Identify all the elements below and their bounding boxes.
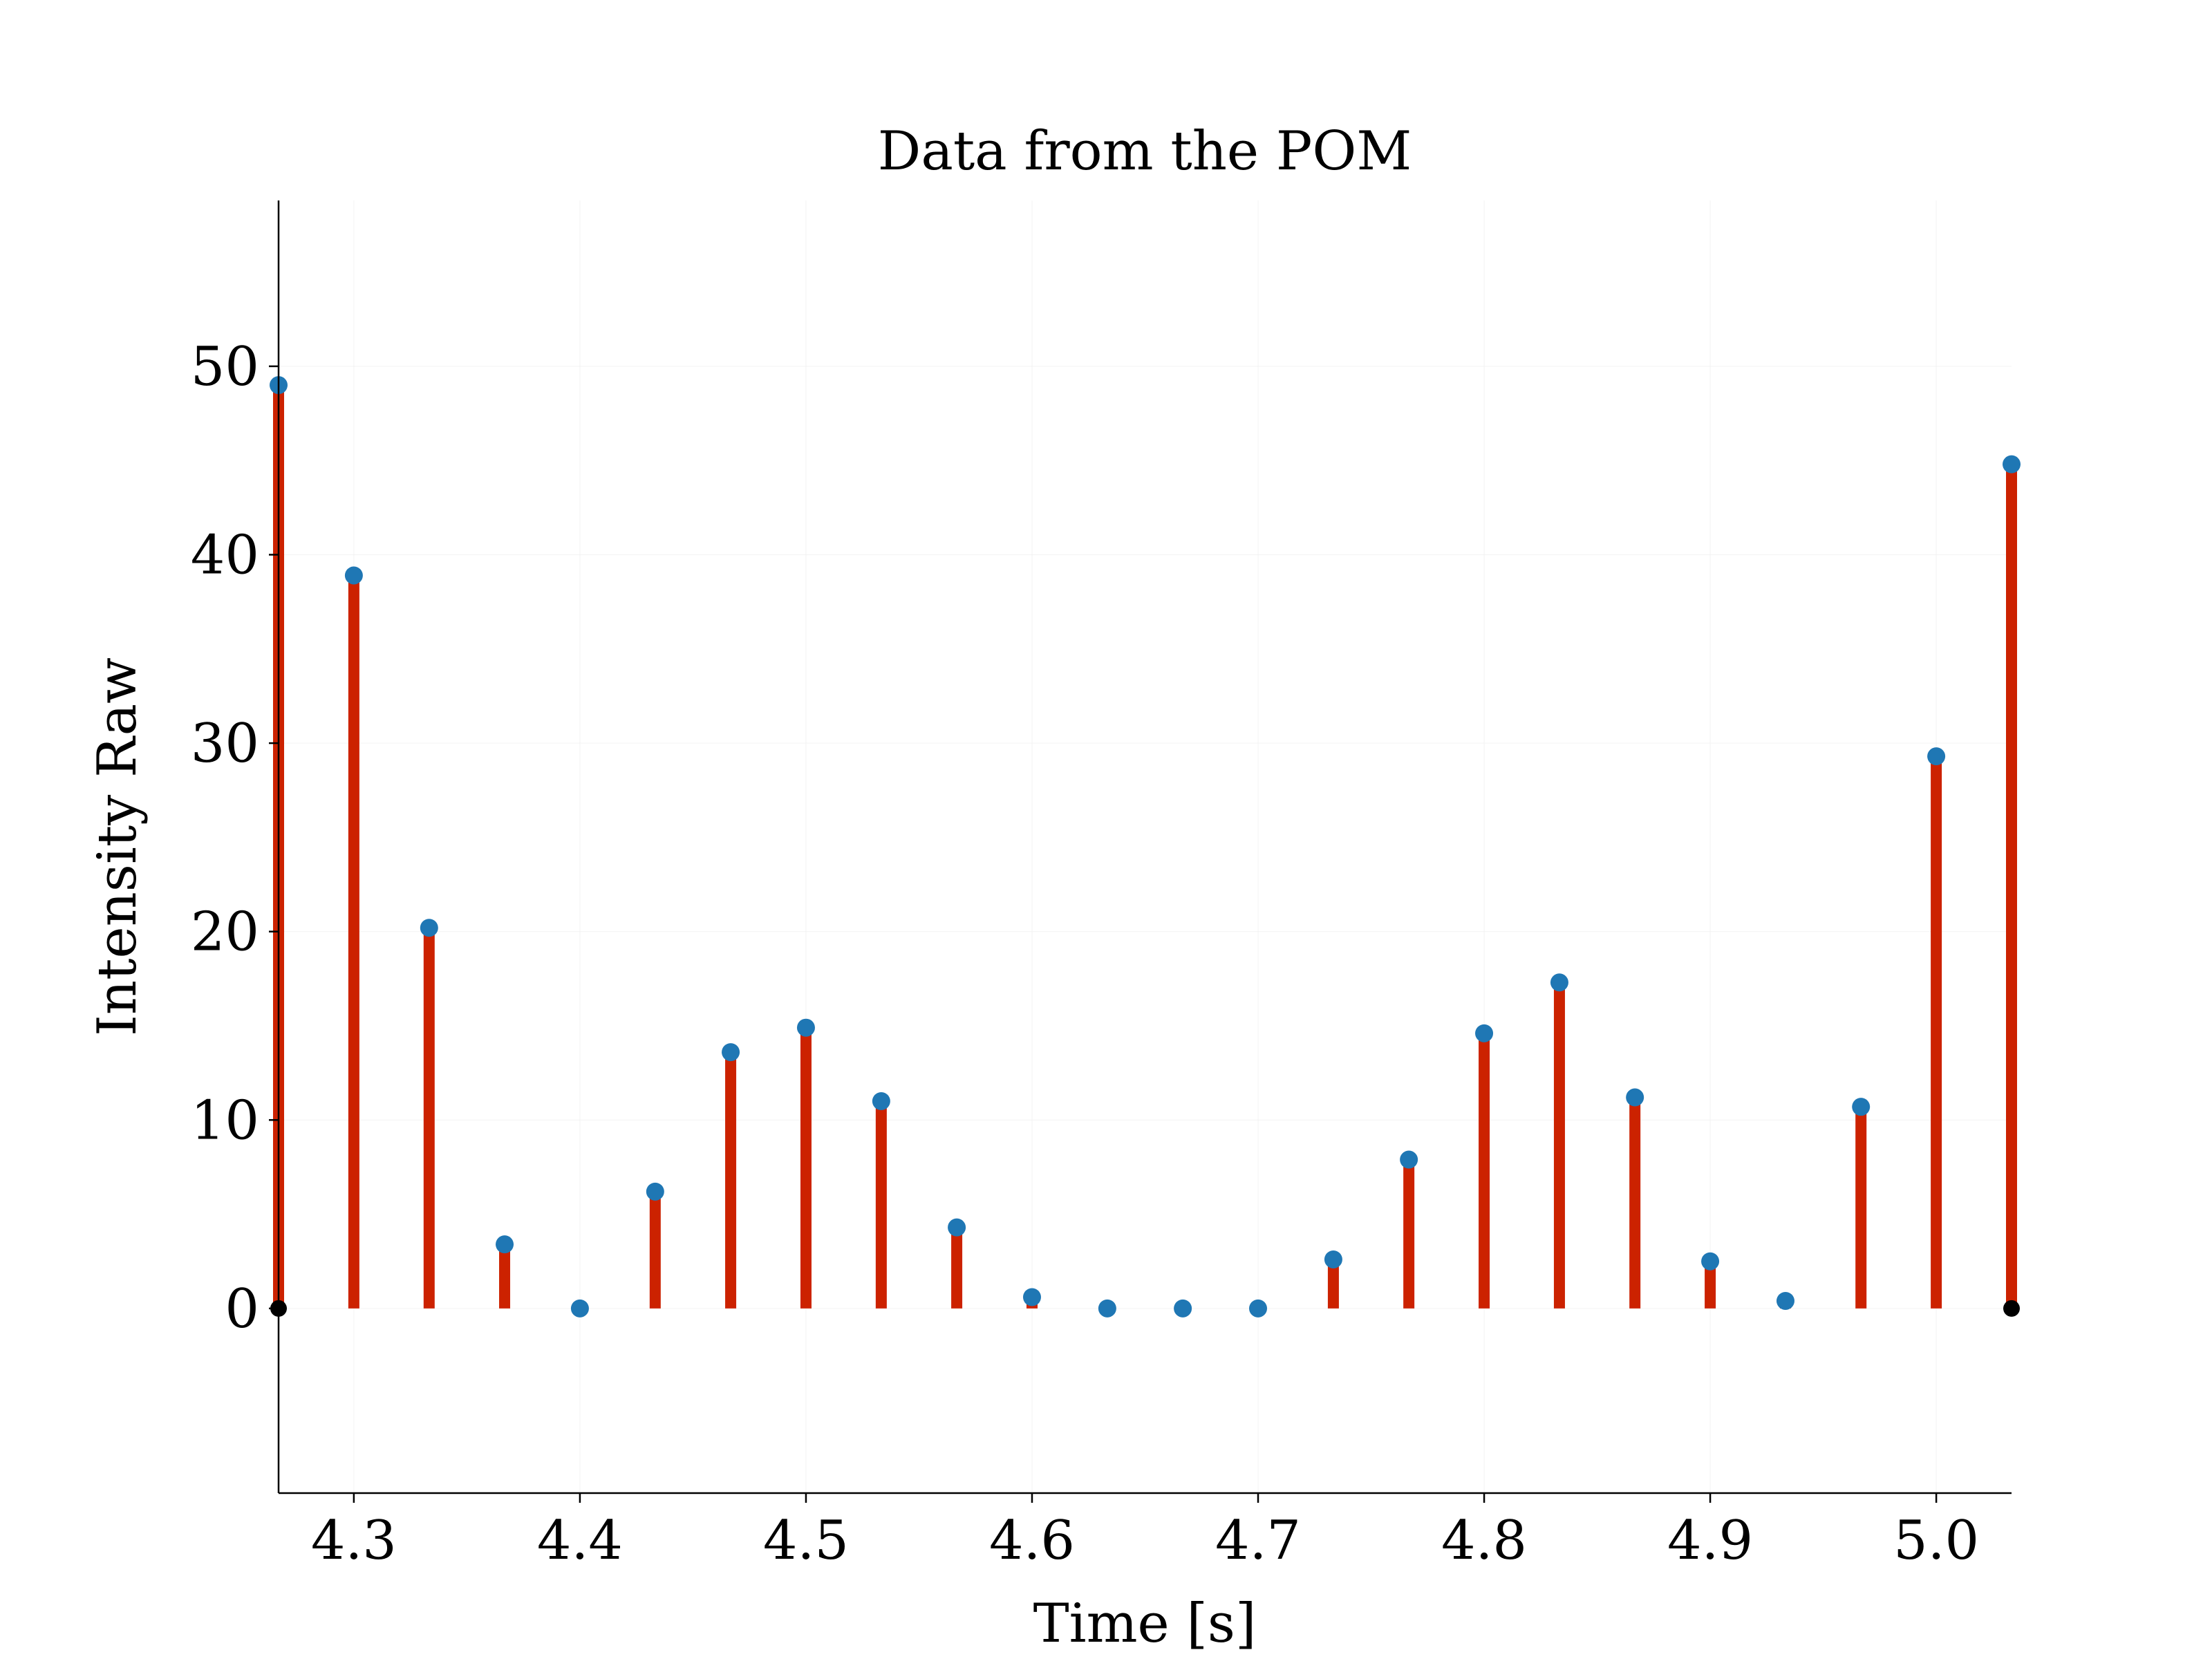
stems <box>273 385 2017 1309</box>
data-point <box>722 1043 740 1062</box>
y-ticks: 0 10 20 30 40 50 <box>191 336 279 1340</box>
data-point <box>420 919 438 937</box>
chart-title: Data from the POM <box>878 120 1412 182</box>
x-tick-label: 4.7 <box>1215 1510 1301 1572</box>
data-point <box>796 1018 815 1037</box>
data-point <box>1475 1024 1494 1042</box>
data-point <box>1098 1299 1116 1318</box>
data-point <box>646 1182 664 1201</box>
data-point <box>1174 1299 1192 1318</box>
x-tick-label: 4.6 <box>989 1510 1075 1572</box>
y-tick-label: 10 <box>191 1089 259 1152</box>
data-point <box>1927 747 1946 766</box>
data-point <box>1701 1252 1720 1271</box>
x-ticks: 4.3 4.4 4.5 4.6 4.7 4.8 4.9 5.0 <box>311 1493 1979 1572</box>
x-axis-label: Time [s] <box>1033 1593 1257 1655</box>
x-tick-label: 4.5 <box>763 1510 849 1572</box>
data-point <box>1776 1291 1794 1310</box>
data-point <box>2003 455 2021 474</box>
data-point <box>1400 1150 1418 1169</box>
data-point <box>1550 973 1568 992</box>
x-tick-label: 4.9 <box>1667 1510 1753 1572</box>
y-tick-label: 30 <box>191 713 259 775</box>
y-axis-label: Intensity Raw <box>86 657 149 1036</box>
axes <box>277 200 2012 1494</box>
y-tick-label: 0 <box>225 1278 259 1340</box>
data-point <box>570 1299 589 1318</box>
data-point <box>1022 1288 1041 1306</box>
data-point <box>496 1235 514 1254</box>
grid <box>279 200 2012 1493</box>
y-tick-label: 40 <box>191 524 259 586</box>
data-point <box>1852 1098 1871 1116</box>
y-tick-label: 20 <box>191 901 259 964</box>
data-point <box>1249 1299 1268 1318</box>
x-tick-label: 5.0 <box>1893 1510 1979 1572</box>
data-point <box>1324 1250 1342 1268</box>
x-tick-label: 4.3 <box>311 1510 397 1572</box>
markers <box>270 376 2021 1318</box>
x-tick-label: 4.8 <box>1441 1510 1527 1572</box>
y-tick-label: 50 <box>191 336 259 398</box>
data-point <box>948 1218 966 1237</box>
data-point <box>1626 1088 1644 1107</box>
data-point <box>344 566 363 585</box>
baseline-marker <box>2003 1300 2020 1317</box>
data-point <box>872 1092 890 1111</box>
x-tick-label: 4.4 <box>537 1510 623 1572</box>
